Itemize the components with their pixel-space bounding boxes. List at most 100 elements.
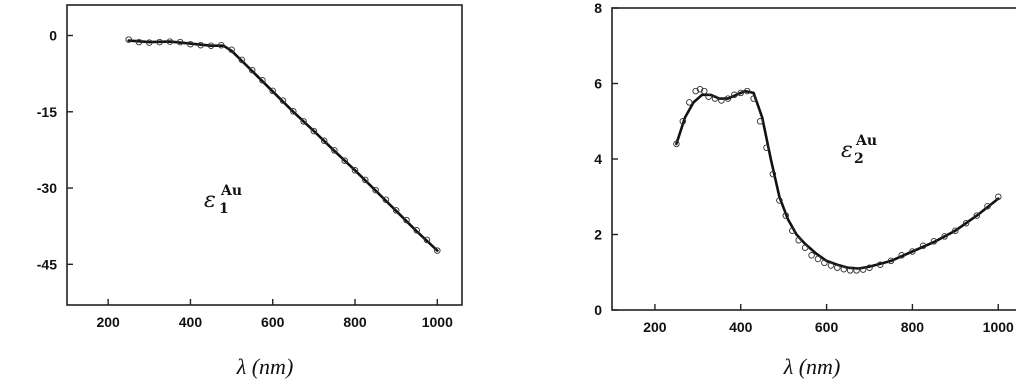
data-point [909,248,916,255]
data-point [320,137,328,145]
x-tick-label: 600 [261,314,285,330]
x-tick-label: 1000 [422,314,453,330]
data-series [125,36,441,254]
data-point [724,95,732,102]
data-point [279,97,287,104]
data-point [743,87,751,95]
y-tick-label: 0 [594,302,602,318]
y-tick-label: 4 [594,151,602,167]
data-point [423,236,431,244]
x-tick-label: 400 [729,319,753,335]
data-point [692,87,699,95]
fit-curve [675,89,1000,270]
data-point [207,42,215,49]
data-point [756,118,764,125]
data-point [789,227,796,234]
data-point [941,233,948,240]
data-series [673,85,1002,274]
data-point [930,238,938,245]
data-point [331,147,338,154]
data-point [135,38,143,46]
data-point [300,118,307,125]
data-point [197,41,204,49]
data-point [238,56,246,64]
data-point [403,216,410,224]
x-tick-label: 800 [343,314,367,330]
data-point [840,265,848,273]
data-point [701,87,708,95]
data-point [156,38,163,46]
data-point [228,46,235,53]
data-point [718,97,725,104]
y-ticks: 0 -15 -30 -45 [37,28,73,272]
data-point [372,186,379,194]
data-point [827,262,835,269]
data-point [696,85,704,93]
y-tick-label: 8 [594,0,602,16]
annotation-superscript: Au [220,183,242,199]
data-point [776,197,783,204]
data-point [795,236,802,244]
data-point [750,95,757,102]
x-ticks: 200 400 600 800 1000 [96,299,453,330]
data-point [269,87,276,95]
data-point [763,144,770,151]
y-tick-label: 6 [594,76,602,92]
curve-annotation: ε [841,138,853,163]
data-point [962,219,970,227]
data-point [125,36,132,43]
y-tick-label: 0 [49,28,57,44]
data-point [846,267,854,274]
plot-frame [611,7,1016,311]
data-point [146,39,153,46]
y-tick-label: 2 [594,227,602,243]
data-point [686,99,693,106]
x-tick-label: 200 [643,319,667,335]
x-tick-label: 200 [96,314,120,330]
data-point [808,252,815,259]
data-point [919,242,927,250]
data-point [259,77,266,84]
y-tick-label: -45 [37,256,57,272]
data-point [187,40,194,48]
data-point [876,261,884,268]
curve-annotation: ε [204,188,216,213]
chart-panel-epsilon2: 200 400 600 800 1000 0 2 4 6 8 ε Au 2 λ (nm) [594,0,1016,379]
data-point [218,41,225,49]
y-tick-label: -30 [37,180,57,196]
data-point [392,207,400,214]
data-point [705,93,712,100]
data-point [731,91,738,99]
annotation-subscript: 2 [854,151,864,167]
annotation-subscript: 1 [219,201,229,217]
data-point [434,247,441,254]
x-tick-label: 800 [901,319,925,335]
x-axis-label: λ (nm) [236,354,294,379]
data-point [310,127,318,135]
x-tick-label: 1000 [983,319,1014,335]
data-point [362,176,369,184]
x-axis-label: λ (nm) [783,354,841,379]
data-point [711,95,719,102]
fit-curve [127,39,439,252]
data-point [898,252,905,259]
data-point [995,193,1002,201]
y-tick-label: -15 [37,104,57,120]
data-point [834,264,841,271]
data-point [673,140,680,148]
data-point [351,167,359,174]
data-point [176,38,184,46]
data-point [413,227,420,234]
data-point [737,89,745,97]
data-point [782,212,790,219]
data-point [853,267,860,274]
data-point [801,244,809,251]
data-point [952,227,959,234]
data-point [166,38,174,45]
x-tick-label: 600 [815,319,839,335]
data-point [248,66,256,74]
data-point [341,157,348,164]
data-point [679,118,687,125]
data-point [290,108,297,115]
